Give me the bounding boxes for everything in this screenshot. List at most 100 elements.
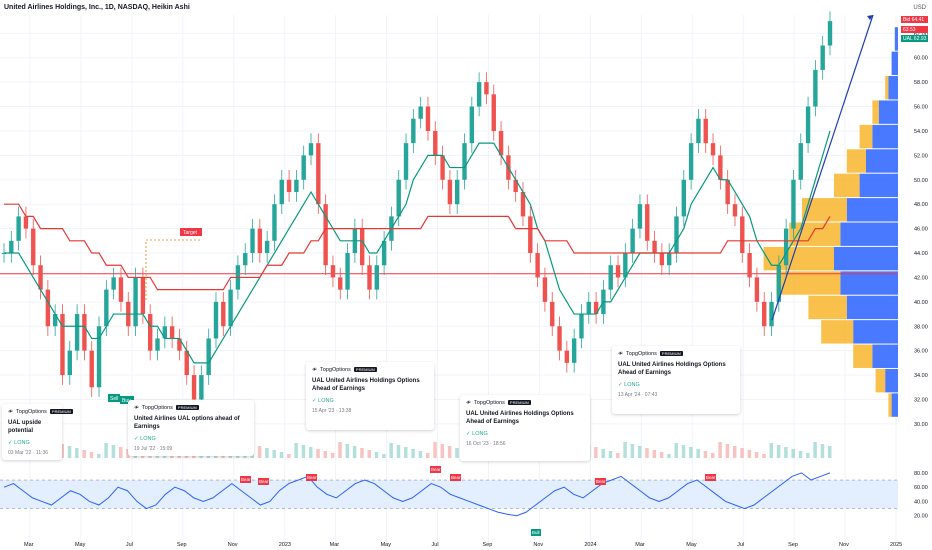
time-axis-label: 2024 bbox=[584, 542, 596, 548]
price-box bbox=[901, 26, 928, 33]
volume-bar bbox=[623, 442, 627, 458]
volume-bar bbox=[806, 453, 810, 458]
volume-bar bbox=[740, 448, 744, 458]
volume-bar bbox=[769, 443, 774, 458]
candle-body bbox=[710, 143, 716, 156]
price-axis-label: 56.00 bbox=[914, 105, 928, 111]
volume-profile-bar bbox=[885, 368, 898, 393]
volume-bar bbox=[345, 444, 350, 458]
volume-bar bbox=[89, 452, 94, 458]
candle-body bbox=[140, 277, 146, 315]
volume-profile-bar bbox=[891, 51, 898, 76]
idea-card-1[interactable]: ≁ TopgOptions PREMIUM UAL upside potential… bbox=[2, 404, 73, 460]
idea-brand: TopgOptions bbox=[320, 366, 351, 373]
volume-bar bbox=[776, 445, 781, 458]
volume-profile-bar bbox=[872, 124, 898, 149]
volume-bar bbox=[791, 449, 795, 458]
time-axis-label: Nov bbox=[228, 542, 238, 548]
candle-body bbox=[1, 253, 7, 255]
price-axis-label: 52.00 bbox=[914, 153, 928, 159]
volume-bar bbox=[338, 442, 342, 458]
buy-label: Buy bbox=[122, 398, 131, 404]
price-axis-label: 48.00 bbox=[914, 202, 928, 208]
idea-card-3[interactable]: ≁ TopgOptions PREMIUM UAL United Airlines … bbox=[306, 362, 434, 430]
candle-body bbox=[557, 326, 562, 351]
idea-brand: TopgOptions bbox=[626, 350, 657, 357]
candle-body bbox=[184, 350, 189, 376]
volume-bar bbox=[360, 448, 364, 458]
bull-label: Bull bbox=[532, 530, 540, 535]
premium-badge: PREMIUM bbox=[659, 351, 683, 356]
price-axis-label: 58.00 bbox=[914, 80, 928, 86]
volume-bar bbox=[689, 447, 693, 458]
volume-profile-bar bbox=[866, 149, 898, 173]
idea-title: United Airlines UAL options ahead of Ear… bbox=[134, 416, 240, 430]
sma-slow-line bbox=[4, 203, 831, 291]
bear-marker bbox=[705, 474, 716, 481]
candle-body bbox=[374, 265, 379, 290]
candle-body bbox=[813, 69, 818, 107]
volume-bar bbox=[257, 446, 262, 458]
idea-direction: LONG bbox=[472, 431, 488, 437]
volume-bar bbox=[316, 449, 320, 458]
candle-body bbox=[199, 375, 204, 400]
bear-label: Bear bbox=[596, 479, 606, 484]
volume-bar bbox=[703, 451, 708, 458]
candle-body bbox=[440, 155, 445, 180]
volume-bar bbox=[754, 452, 759, 458]
volume-profile-bar bbox=[763, 246, 834, 271]
price-axis-label: 40.00 bbox=[914, 300, 928, 306]
volume-bar bbox=[674, 443, 678, 458]
idea-direction: LONG bbox=[14, 440, 30, 446]
rsi-axis-label: 60.00 bbox=[914, 485, 928, 491]
candle-body bbox=[820, 45, 825, 70]
volume-profile-bar bbox=[840, 222, 898, 246]
volume-profile-bar bbox=[888, 393, 892, 417]
volume-bar bbox=[287, 454, 291, 458]
bear-label: Bear bbox=[431, 467, 441, 472]
candle-body bbox=[535, 253, 540, 278]
volume-profile-bar bbox=[872, 100, 879, 124]
bear-marker bbox=[306, 474, 317, 481]
volume-bar bbox=[294, 443, 298, 458]
volume-profile-bar bbox=[840, 271, 898, 295]
topg-logo-icon: ≁ bbox=[466, 400, 472, 406]
volume-profile-bar bbox=[875, 368, 886, 393]
price-axis-label: 62.00 bbox=[914, 31, 928, 37]
volume-bar bbox=[396, 445, 401, 458]
idea-card-5[interactable]: ≁ TopgOptions PREMIUM UAL United Airlines … bbox=[612, 346, 740, 414]
candle-body bbox=[104, 289, 109, 327]
candle-body bbox=[338, 277, 343, 290]
volume-profile-bar bbox=[802, 198, 847, 222]
candle-body bbox=[279, 179, 284, 205]
check-icon: ✓ bbox=[312, 398, 319, 404]
volume-profile-bar bbox=[878, 100, 898, 124]
price-box bbox=[901, 35, 928, 42]
idea-card-4[interactable]: ≁ TopgOptions PREMIUM UAL United Airlines … bbox=[460, 395, 590, 461]
candle-body bbox=[250, 228, 255, 254]
volume-bar bbox=[762, 454, 766, 458]
volume-bar bbox=[389, 443, 393, 458]
idea-card-2[interactable]: ≁ TopgOptions PREMIUM United Airlines UAL … bbox=[128, 400, 254, 456]
sell-marker bbox=[108, 394, 120, 402]
candle-body bbox=[645, 204, 650, 241]
volume-bar bbox=[330, 453, 335, 458]
topg-logo-icon: ≁ bbox=[312, 367, 318, 373]
time-axis-label: Jul bbox=[737, 542, 744, 548]
candle-body bbox=[513, 179, 518, 192]
candle-body bbox=[228, 289, 233, 327]
check-icon: ✓ bbox=[618, 382, 625, 388]
volume-bar bbox=[601, 449, 605, 458]
candle-body bbox=[520, 191, 526, 217]
target-marker bbox=[180, 228, 202, 236]
price-box-label: UAL 62.93 bbox=[903, 36, 927, 42]
topg-logo-icon: ≁ bbox=[8, 409, 14, 415]
candle-body bbox=[783, 228, 789, 266]
candle-body bbox=[462, 143, 467, 180]
candle-body bbox=[191, 375, 197, 400]
time-axis-label: Sep bbox=[482, 542, 492, 548]
check-icon: ✓ bbox=[8, 440, 15, 446]
price-box-label: 63.53 bbox=[903, 27, 916, 33]
candle-body bbox=[433, 130, 438, 156]
